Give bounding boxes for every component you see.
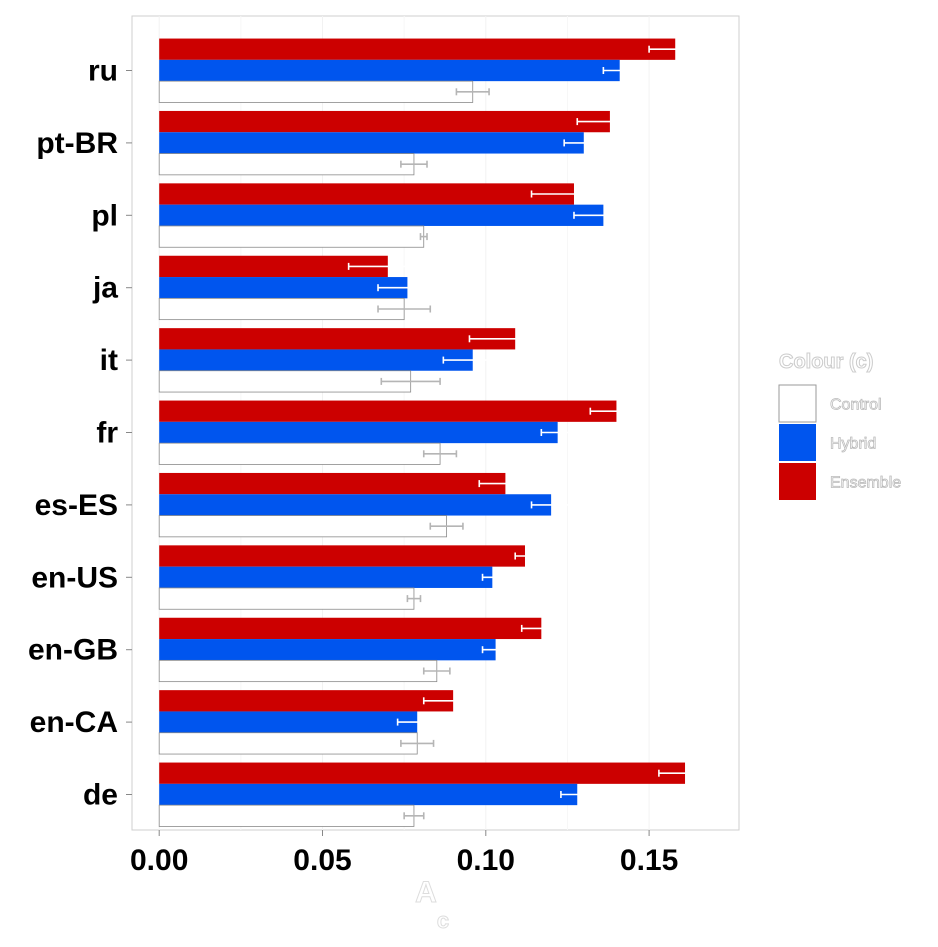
y-tick-label-en-GB: en-GB: [28, 634, 118, 667]
bar-fr-hybrid: [159, 421, 558, 444]
errorbar-ru-hybrid: [602, 67, 637, 74]
legend-title: Colour (c): [779, 351, 873, 373]
bar-ru-hybrid: [159, 59, 620, 82]
errorbar-fr-hybrid: [540, 429, 575, 436]
errorbar-fr-control: [422, 450, 458, 458]
x-axis-label-subscript: c: [437, 908, 449, 933]
bar-ja-hybrid: [159, 277, 408, 299]
bar-de-hybrid: [159, 783, 578, 806]
errorbar-ru-control: [455, 88, 490, 96]
errorbar-en-US-ensemble: [514, 552, 536, 560]
y-tick-label-it: it: [100, 344, 118, 377]
x-tick-label-2: 0.10: [457, 844, 515, 877]
bar-es-ES-control: [158, 515, 448, 538]
errorbar-es-ES-ensemble: [478, 480, 533, 488]
legend-swatch-ensemble: [779, 463, 816, 500]
bar-en-CA-control: [158, 732, 418, 755]
bar-en-GB-ensemble: [159, 617, 542, 640]
errorbar-en-CA-control: [400, 739, 435, 747]
legend: Colour (c) Control Hybrid Ensemble: [778, 351, 902, 500]
errorbar-en-US-control: [406, 595, 422, 603]
errorbar-fr-ensemble: [589, 407, 644, 415]
errorbar-de-ensemble: [658, 769, 712, 777]
errorbar-pl-hybrid: [573, 211, 634, 219]
bars-layer: [158, 38, 686, 827]
bar-ru-control: [158, 80, 474, 103]
y-tick-label-pt-BR: pt-BR: [36, 127, 118, 160]
bar-it-hybrid: [159, 349, 473, 371]
y-tick-label-de: de: [83, 779, 118, 812]
y-tick-label-ja: ja: [92, 272, 118, 305]
bar-pl-control: [158, 225, 425, 248]
bar-en-US-hybrid: [159, 566, 493, 588]
y-tick-label-ru: ru: [88, 55, 118, 88]
y-tick-label-es-ES: es-ES: [35, 489, 118, 522]
bar-it-ensemble: [159, 328, 516, 350]
errorbar-en-CA-ensemble: [422, 697, 484, 705]
bar-fr-control: [158, 442, 441, 465]
errorbar-es-ES-hybrid: [530, 501, 572, 509]
errorbar-pt-BR-ensemble: [576, 118, 644, 126]
bar-en-US-control: [158, 587, 415, 610]
legend-swatch-control: [778, 384, 817, 423]
errorbar-en-GB-control: [422, 667, 451, 675]
errorbar-de-hybrid: [560, 791, 595, 798]
errorbar-it-control: [380, 377, 441, 385]
bar-it-control: [158, 370, 412, 393]
y-tick-label-pl: pl: [91, 199, 118, 232]
bar-es-ES-hybrid: [159, 494, 552, 516]
bar-ja-control: [158, 297, 405, 321]
bar-en-GB-control: [158, 659, 438, 683]
errorbar-de-control: [403, 812, 425, 820]
y-tick-label-fr: fr: [96, 417, 118, 450]
bar-pl-ensemble: [159, 183, 574, 205]
bar-pt-BR-hybrid: [159, 132, 584, 154]
bar-ru-ensemble: [159, 38, 676, 60]
errorbar-ja-hybrid: [377, 284, 438, 292]
y-tick-label-en-CA: en-CA: [30, 706, 118, 739]
legend-label-hybrid: Hybrid: [830, 436, 876, 453]
bar-pt-BR-control: [158, 153, 415, 176]
x-axis-label: A: [415, 876, 437, 909]
bar-es-ES-ensemble: [159, 472, 506, 495]
bar-ja-ensemble: [159, 255, 388, 278]
legend-label-control: Control: [830, 397, 882, 414]
errorbar-ru-ensemble: [648, 45, 703, 53]
errorbar-en-US-hybrid: [481, 573, 503, 581]
bar-fr-ensemble: [159, 400, 617, 422]
x-tick-labels: 0.00 0.05 0.10 0.15: [129, 830, 679, 878]
errorbar-it-hybrid: [442, 356, 503, 364]
bar-pt-BR-ensemble: [159, 110, 610, 133]
bar-de-control: [158, 804, 415, 827]
bar-en-US-ensemble: [159, 545, 525, 567]
errorbar-en-GB-ensemble: [520, 624, 562, 632]
errorbar-en-CA-hybrid: [396, 718, 438, 726]
errorbar-en-GB-hybrid: [481, 646, 510, 654]
bar-en-CA-hybrid: [159, 711, 418, 733]
errorbar-es-ES-control: [429, 522, 464, 530]
x-tick-label-1: 0.05: [293, 844, 351, 877]
bar-en-CA-ensemble: [159, 690, 454, 712]
errorbar-pt-BR-control: [400, 160, 428, 168]
y-tick-label-en-US: en-US: [31, 561, 118, 594]
x-tick-label-0: 0.00: [130, 844, 188, 877]
legend-label-ensemble: Ensemble: [830, 475, 901, 492]
x-tick-label-3: 0.15: [620, 844, 678, 877]
legend-swatch-hybrid: [779, 424, 816, 461]
y-tick-labels: ru pt-BR pl ja it fr es-ES en-US en-GB en-CA de: [27, 54, 132, 812]
x-axis-title: A c: [415, 876, 450, 934]
bar-en-GB-hybrid: [159, 639, 496, 661]
bar-de-ensemble: [159, 762, 686, 784]
errorbar-ja-ensemble: [347, 262, 428, 270]
errorbar-pt-BR-hybrid: [563, 139, 605, 147]
errorbar-it-ensemble: [468, 335, 562, 343]
errorbar-pl-control: [419, 233, 428, 241]
errorbar-ja-control: [377, 305, 432, 313]
bar-pl-hybrid: [159, 204, 604, 226]
errorbar-pl-ensemble: [530, 190, 618, 198]
error-bars-layer: [347, 45, 712, 820]
